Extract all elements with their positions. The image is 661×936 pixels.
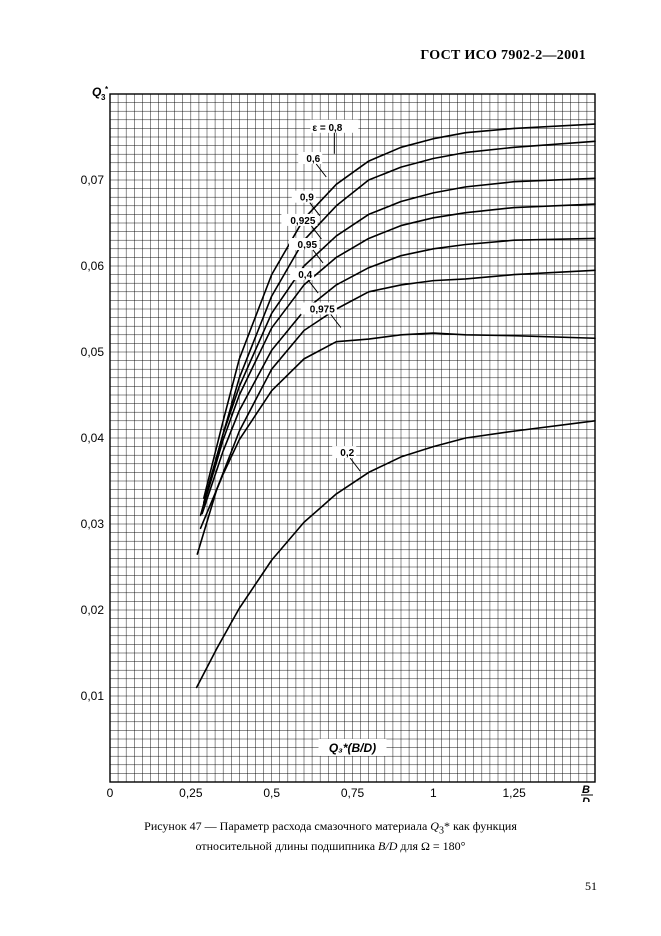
doc-header: ГОСТ ИСО 7902-2—2001 xyxy=(420,48,586,64)
svg-text:B: B xyxy=(582,784,590,796)
caption-line1-suffix: * как функция xyxy=(444,819,517,833)
svg-text:0,95: 0,95 xyxy=(298,240,318,251)
caption-line2-mid: для Ω = 180° xyxy=(397,839,465,853)
svg-text:0,04: 0,04 xyxy=(81,431,105,445)
svg-text:0,4: 0,4 xyxy=(298,270,312,281)
svg-text:1,25: 1,25 xyxy=(502,786,526,800)
svg-text:0: 0 xyxy=(107,786,114,800)
svg-text:0,6: 0,6 xyxy=(306,154,320,165)
page-number: 51 xyxy=(585,879,597,894)
caption-line1-prefix: Рисунок 47 — Параметр расхода смазочного… xyxy=(144,819,430,833)
chart-container: 0 0,25 0,5 0,75 1 1,25 BD 0,01 0,02 0,03 0,04 0,05 0… xyxy=(65,82,600,802)
svg-text:3: 3 xyxy=(101,93,106,102)
caption-line2-prefix: относительной длины подшипника xyxy=(196,839,379,853)
svg-text:0,75: 0,75 xyxy=(341,786,365,800)
svg-text:*: * xyxy=(105,85,109,94)
svg-text:0,5: 0,5 xyxy=(263,786,280,800)
svg-text:0,925: 0,925 xyxy=(290,216,315,227)
svg-text:0,03: 0,03 xyxy=(81,517,105,531)
chart-svg: 0 0,25 0,5 0,75 1 1,25 BD 0,01 0,02 0,03 0,04 0,05 0… xyxy=(65,82,600,802)
svg-text:0,975: 0,975 xyxy=(310,305,335,316)
svg-text:0,07: 0,07 xyxy=(81,173,105,187)
svg-text:0,2: 0,2 xyxy=(340,448,354,459)
svg-text:1: 1 xyxy=(430,786,437,800)
caption-bd: B/D xyxy=(378,839,397,853)
page: ГОСТ ИСО 7902-2—2001 0 0,25 0,5 0,75 1 1,25 BD… xyxy=(0,0,661,936)
svg-text:D: D xyxy=(582,796,590,802)
svg-text:0,02: 0,02 xyxy=(81,603,105,617)
figure-caption: Рисунок 47 — Параметр расхода смазочного… xyxy=(0,818,661,854)
svg-text:Q₃*(B/D): Q₃*(B/D) xyxy=(329,741,376,755)
svg-text:0,9: 0,9 xyxy=(300,193,314,204)
svg-text:ε = 0,8: ε = 0,8 xyxy=(312,123,342,134)
svg-text:0,05: 0,05 xyxy=(81,345,105,359)
svg-text:0,06: 0,06 xyxy=(81,259,105,273)
caption-q: Q xyxy=(430,819,439,833)
svg-text:0,01: 0,01 xyxy=(81,689,105,703)
svg-text:0,25: 0,25 xyxy=(179,786,203,800)
